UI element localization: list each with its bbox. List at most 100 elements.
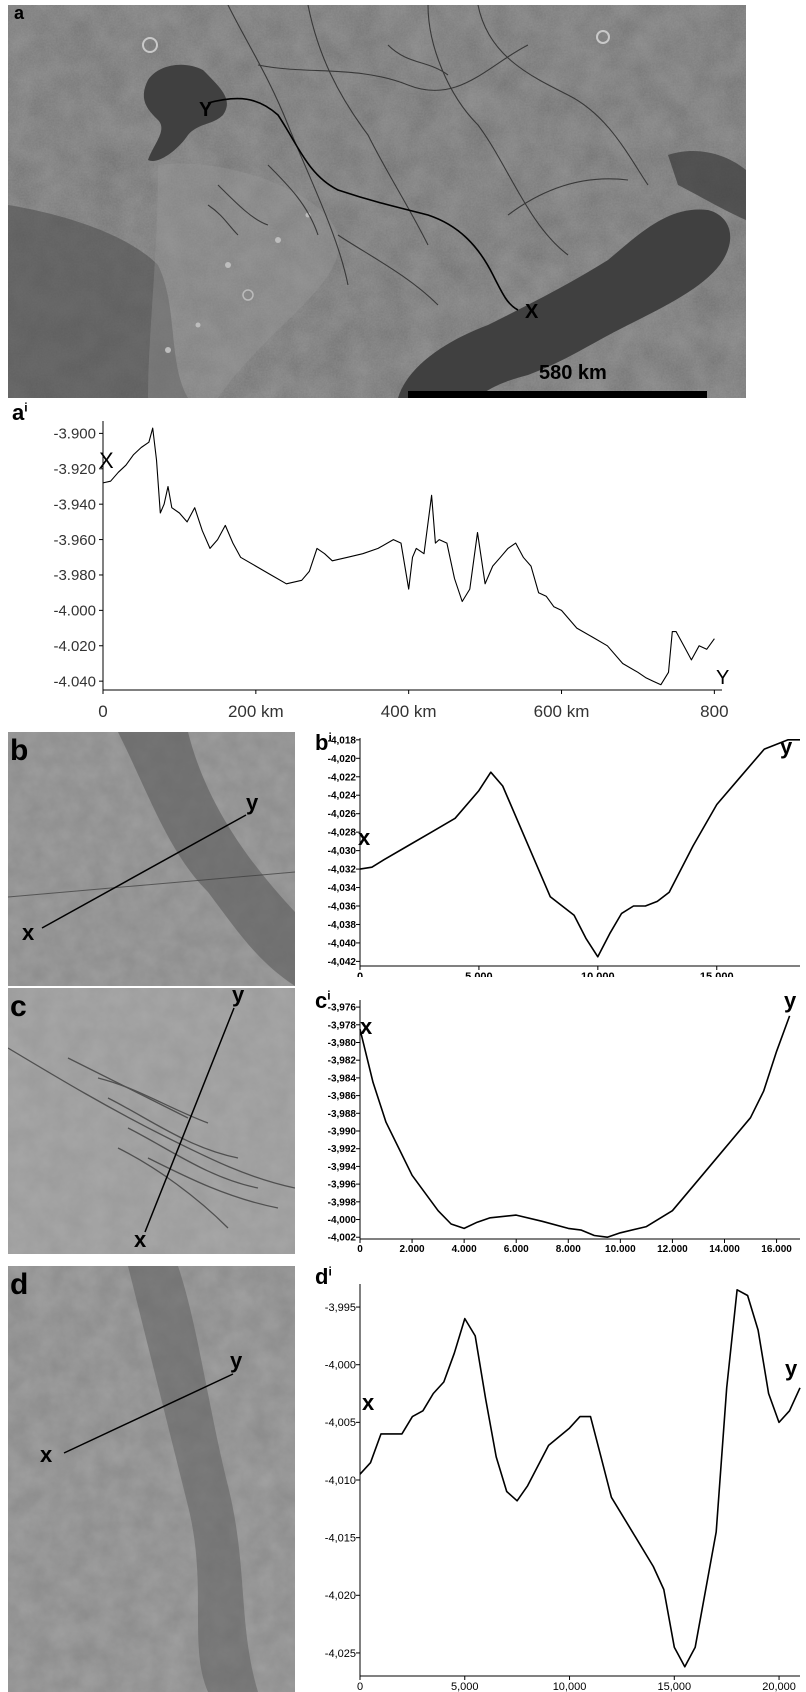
x-tick-label: 5,000 [465,971,493,977]
panel-b-profile-line [41,814,247,929]
profile-series-line [359,739,800,958]
x-tick-label: 20,000 [762,1681,796,1692]
x-tick-label: 14,000 [709,1244,740,1252]
y-tick-label: -3.900 [53,426,96,443]
y-tick-label: -4,024 [328,791,357,802]
x-tick-label: 0 [98,702,107,721]
y-tick-label: -4,000 [325,1360,356,1372]
panel-b-image: b x y [8,732,295,986]
y-tick-label: -4,022 [328,772,357,783]
x-tick-label: 10,000 [605,1244,636,1252]
y-tick-label: -4,036 [328,902,357,913]
x-tick-label: 6,000 [504,1244,529,1252]
y-tick-label: -3,980 [328,1038,357,1049]
panel-d-letter: d [10,1268,29,1301]
profile-line-xy [207,97,519,311]
panel-c-letter: c [10,990,27,1023]
lake-x [398,209,731,398]
panel-ai-letter: ai [12,400,28,426]
panel-a-image: a Y X 580 km [8,3,746,398]
y-tick-label: -4,026 [328,809,357,820]
panel-a-letter: a [14,3,25,23]
y-tick-label: -3,998 [328,1197,357,1208]
point-x-label: X [525,301,539,323]
x-tick-label: 4,000 [452,1244,477,1252]
y-tick-label: -4,038 [328,920,357,931]
panel-d-image: d x y [8,1266,295,1692]
chart-b-end-label: y [780,734,793,759]
x-tick-label: 10,000 [581,971,615,977]
y-tick-label: -3,995 [325,1302,356,1314]
panel-di-letter-sup: i [328,1264,332,1279]
x-tick-label: 8,000 [556,1244,581,1252]
y-tick-label: -4,005 [325,1417,356,1429]
chart-b-start-label: x [358,825,371,850]
panel-a-map [8,5,746,398]
x-tick-label: 0 [357,971,363,977]
profile-series-line [359,1015,791,1238]
panel-d-terrain [8,1266,295,1692]
chart-d-profile: -3,995 -4,000 -4,005 -4,010 -4,015 -4,020 -4,0… [325,1284,801,1692]
y-tick-label: -3,978 [328,1020,357,1031]
y-tick-label: -4,030 [328,846,357,857]
x-tick-label: 10,000 [553,1681,587,1692]
y-tick-label: -3,982 [328,1056,357,1067]
panel-bi-letter: bi [315,730,332,756]
profile-series-line [102,427,715,686]
x-tick-label: 0 [357,1681,363,1692]
y-tick-label: -4,020 [328,754,357,765]
y-tick-label: -3.920 [53,461,96,478]
chart-a-start-label: X [99,448,114,473]
x-tick-label: 15,000 [700,971,734,977]
chart-d-end-label: y [785,1356,798,1381]
panel-ai-letter-sup: i [24,400,28,415]
y-tick-label: -4,015 [325,1532,356,1544]
panel-d-profile-line [63,1373,234,1454]
panel-d-y-label: y [230,1348,243,1373]
y-tick-label: -3,986 [328,1091,357,1102]
y-tick-label: -4,040 [328,938,357,949]
chart-a-profile: -3.900 -3.920 -3.940 -3.960 -3.980 -4.000 -4.0… [53,421,729,721]
y-tick-label: -4,032 [328,865,357,876]
x-tick-label: 600 km [534,702,590,721]
y-tick-label: -3,994 [328,1162,357,1173]
point-y-label: Y [199,99,213,121]
chart-d-start-label: x [362,1390,375,1415]
y-tick-label: -3,988 [328,1109,357,1120]
x-tick-label: 800 [700,702,728,721]
panel-di-letter: di [315,1264,332,1290]
panel-b-letter: b [10,734,29,767]
y-tick-label: -3.980 [53,567,96,584]
panel-d-x-label: x [40,1442,53,1467]
panel-bi-letter-sup: i [328,730,332,745]
chart-a-end-label: Y [716,667,730,689]
panel-b-terrain [8,732,295,986]
panel-b-y-label: y [246,790,259,815]
panel-ci-letter: ci [315,988,331,1014]
panel-bi-letter-main: b [315,730,329,755]
y-tick-label: -4,010 [325,1475,356,1487]
scale-bar [408,391,707,398]
panel-c-terrain [8,988,295,1254]
x-tick-label: 16,000 [761,1244,792,1252]
panel-c-image: c x y [8,988,295,1254]
y-tick-label: -4,002 [328,1233,357,1244]
y-tick-label: -4.040 [53,673,96,690]
chart-c-profile: -3,976 -3,978 -3,980 -3,982 -3,984 -3,986 -3,9… [328,1000,800,1252]
y-tick-label: -3,984 [328,1073,357,1084]
chart-b-profile: -4,018 -4,020 -4,022 -4,024 -4,026 -4,028 -4,0… [328,735,800,977]
y-tick-label: -4.000 [53,603,96,620]
chart-c-start-label: x [360,1014,373,1039]
channel-network [207,5,649,306]
panel-di-letter-main: d [315,1264,329,1289]
y-tick-label: -4,034 [328,883,357,894]
x-tick-label: 0 [357,1244,363,1252]
y-tick-label: -3.960 [53,532,96,549]
panel-c-profile-line [144,1007,235,1233]
y-tick-label: -3.940 [53,496,96,513]
lake-y [143,64,227,161]
panel-ci-letter-sup: i [327,988,331,1003]
y-tick-label: -4,018 [328,735,357,746]
chart-c-end-label: y [784,988,797,1013]
scale-bar-label: 580 km [539,362,607,384]
